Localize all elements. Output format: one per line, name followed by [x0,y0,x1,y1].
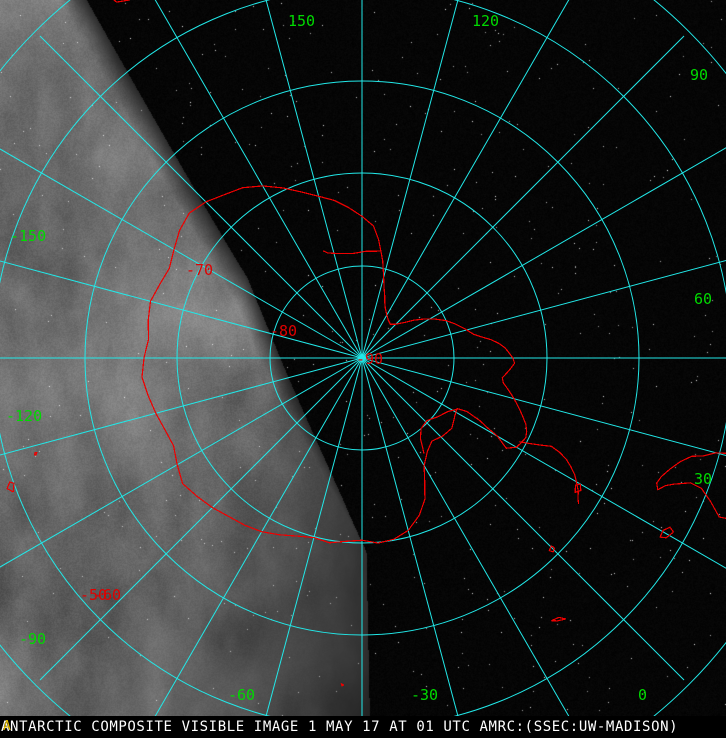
meridian-255 [361,259,726,359]
longitude-label-neg60: -60 [228,686,256,704]
longitude-label-neg120: -120 [6,407,43,425]
meridian-75 [0,357,363,456]
coastline-kerguelen [6,481,15,493]
longitude-label-90: 90 [690,66,709,84]
coastline-ross-ice-shelf [322,250,381,255]
satellite-image-area [0,0,726,716]
meridian-225 [361,35,685,359]
coastline-heard-island [34,451,38,456]
coastline-antarctic-peninsula [519,441,580,505]
meridian-315 [361,357,685,681]
longitude-label-120: 120 [472,12,500,30]
coastline-south-georgia [551,616,567,622]
latitude-label-neg80: -80 [270,322,298,340]
meridian-60 [0,357,363,568]
map-graticule-overlay [0,0,726,716]
meridian-135 [39,35,363,359]
longitude-label-60: 60 [694,290,713,308]
meridian-300 [361,357,726,569]
meridian-285 [361,357,726,457]
coastline-bouvet-island [340,682,344,687]
meridian-210 [361,0,570,359]
latitude-label-neg60: -60 [94,586,122,604]
meridian-120 [0,148,363,359]
longitude-label-150: 150 [288,12,316,30]
coastline-south-shetland-islands [574,483,582,494]
caption-overlap-glyph: A [3,719,11,734]
meridian-345 [361,357,459,716]
meridian-30 [154,357,363,716]
meridian-15 [265,357,363,716]
meridian-150 [154,0,363,359]
meridian-105 [0,260,363,359]
coastline-falkland-islands [659,526,675,539]
coastline-tasmania [113,0,131,3]
meridian-240 [361,147,726,359]
longitude-label-neg150: -150 [10,227,47,245]
latitude-label-neg70: -70 [186,261,214,279]
coastline-antarctica [141,185,528,544]
meridians [0,0,726,716]
latitude-label-neg50: -50 [80,586,108,604]
caption-text: ANTARCTIC COMPOSITE VISIBLE IMAGE 1 MAY … [1,719,679,735]
meridian-45 [39,357,363,681]
longitude-label-30: 30 [694,470,713,488]
longitude-label-0: 0 [638,686,648,704]
latitude-label-neg90: -90 [356,350,384,368]
coastline-ronne-ice-shelf [419,408,459,454]
longitude-label-neg30: -30 [411,686,439,704]
coastline-south-america [656,452,726,519]
meridian-330 [361,357,570,716]
meridian-195 [361,0,459,359]
longitude-label-neg90: -90 [19,630,47,648]
meridian-165 [265,0,363,359]
coastline-south-orkney-islands [548,545,556,553]
caption-bar: ANTARCTIC COMPOSITE VISIBLE IMAGE 1 MAY … [0,716,726,738]
